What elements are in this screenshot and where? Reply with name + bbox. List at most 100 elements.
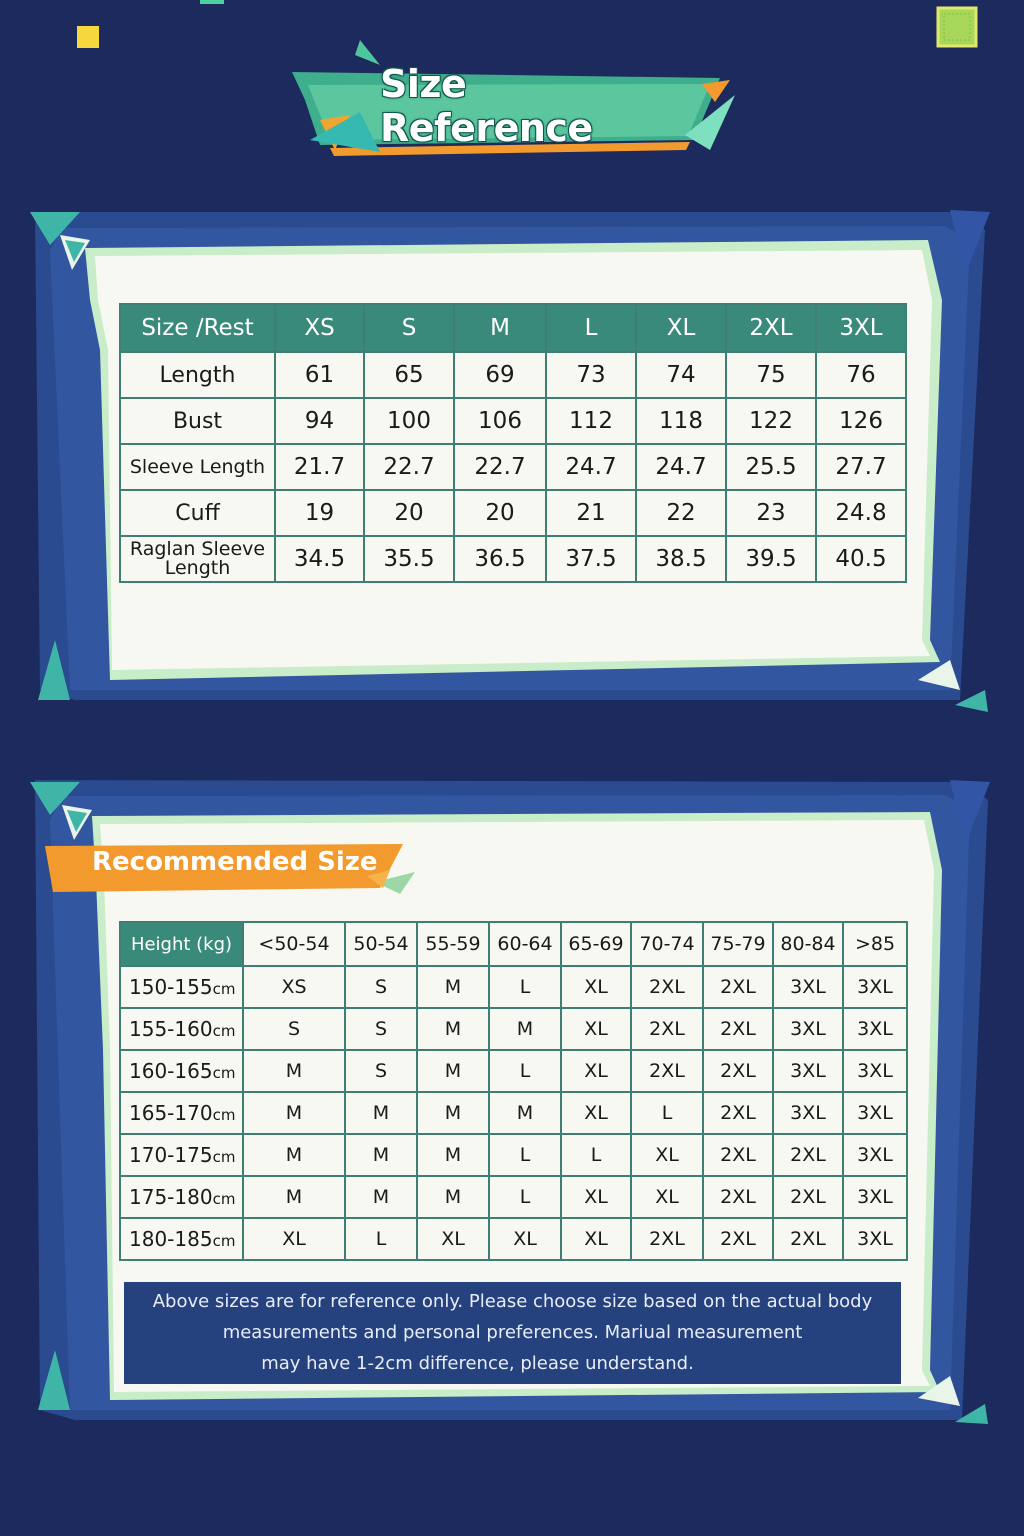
corner-header: Height (kg): [119, 921, 244, 967]
table-cell: S: [344, 1049, 418, 1093]
table-cell: L: [488, 1175, 562, 1219]
table-cell: 3XL: [842, 1049, 908, 1093]
table-cell: 3XL: [842, 1091, 908, 1135]
table-cell: XL: [560, 1091, 632, 1135]
weight-header-cell: 65-69: [560, 921, 632, 967]
table-row: Sleeve Length 21.7 22.7 22.7 24.7 24.7 2…: [119, 443, 907, 491]
row-label: Sleeve Length: [119, 443, 276, 491]
weight-header-cell: 60-64: [488, 921, 562, 967]
table-row: 170-175cm M M M L L XL 2XL 2XL 3XL: [119, 1133, 908, 1177]
table-cell: 35.5: [363, 535, 455, 583]
table-cell: 2XL: [702, 965, 774, 1009]
size-header-cell: 3XL: [815, 303, 907, 353]
height-unit: cm: [212, 1148, 236, 1166]
table-cell: 36.5: [453, 535, 547, 583]
table-cell: 3XL: [842, 1007, 908, 1051]
table-cell: 27.7: [815, 443, 907, 491]
table-cell: 2XL: [702, 1217, 774, 1261]
table-cell: S: [344, 1007, 418, 1051]
row-label: Bust: [119, 397, 276, 445]
table-cell: L: [560, 1133, 632, 1177]
table-cell: 2XL: [772, 1175, 844, 1219]
height-value: 155-160: [129, 1017, 213, 1041]
height-unit: cm: [212, 1232, 236, 1250]
table-cell: 65: [363, 351, 455, 399]
height-value: 175-180: [129, 1185, 213, 1209]
table-cell: 21: [545, 489, 637, 537]
table-cell: M: [416, 965, 490, 1009]
height-cell: 160-165cm: [119, 1049, 244, 1093]
height-unit: cm: [212, 1064, 236, 1082]
note-line: measurements and personal preferences. M…: [222, 1322, 803, 1343]
table-row: 150-155cm XS S M L XL 2XL 2XL 3XL 3XL: [119, 965, 908, 1009]
table-cell: XL: [560, 965, 632, 1009]
table-row: 155-160cm S S M M XL 2XL 2XL 3XL 3XL: [119, 1007, 908, 1051]
table-cell: 2XL: [772, 1133, 844, 1177]
table-cell: XL: [630, 1133, 704, 1177]
table-cell: 20: [453, 489, 547, 537]
size-reference-table: Size /Rest XS S M L XL 2XL 3XL Length 61…: [119, 303, 907, 583]
page-title: Size Reference: [380, 62, 593, 150]
row-label-line: Raglan Sleeve: [129, 538, 266, 560]
weight-header-row: Height (kg) <50-54 50-54 55-59 60-64 65-…: [119, 921, 908, 967]
table-cell: M: [488, 1091, 562, 1135]
table-cell: 2XL: [772, 1217, 844, 1261]
table-cell: 39.5: [725, 535, 817, 583]
table-cell: L: [344, 1217, 418, 1261]
size-header-cell: 2XL: [725, 303, 817, 353]
table-row: Bust 94 100 106 112 118 122 126: [119, 397, 907, 445]
table-cell: 69: [453, 351, 547, 399]
row-label: Cuff: [119, 489, 276, 537]
table-cell: M: [416, 1091, 490, 1135]
weight-header-cell: 50-54: [344, 921, 418, 967]
height-unit: cm: [212, 1106, 236, 1124]
table-cell: L: [488, 965, 562, 1009]
height-cell: 155-160cm: [119, 1007, 244, 1051]
table-cell: 20: [363, 489, 455, 537]
table-cell: M: [344, 1133, 418, 1177]
table-cell: 24.8: [815, 489, 907, 537]
table-cell: 3XL: [772, 1007, 844, 1051]
weight-header-cell: 70-74: [630, 921, 704, 967]
height-unit: cm: [212, 1022, 236, 1040]
row-label-line: Length: [164, 557, 231, 579]
size-header-row: Size /Rest XS S M L XL 2XL 3XL: [119, 303, 907, 353]
table-cell: 40.5: [815, 535, 907, 583]
table-cell: XL: [630, 1175, 704, 1219]
table-cell: XL: [242, 1217, 346, 1261]
table-row: 165-170cm M M M M XL L 2XL 3XL 3XL: [119, 1091, 908, 1135]
table-cell: 2XL: [702, 1091, 774, 1135]
height-value: 160-165: [129, 1059, 213, 1083]
weight-header-cell: 80-84: [772, 921, 844, 967]
table-cell: M: [488, 1007, 562, 1051]
height-unit: cm: [212, 1190, 236, 1208]
table-cell: 3XL: [842, 1175, 908, 1219]
table-cell: 2XL: [702, 1175, 774, 1219]
table-cell: 94: [274, 397, 365, 445]
table-cell: 22: [635, 489, 727, 537]
table-cell: M: [242, 1091, 346, 1135]
table-cell: 76: [815, 351, 907, 399]
table-cell: 22.7: [453, 443, 547, 491]
table-cell: XL: [560, 1049, 632, 1093]
row-label: Length: [119, 351, 276, 399]
table-cell: 75: [725, 351, 817, 399]
table-cell: M: [416, 1133, 490, 1177]
table-cell: 38.5: [635, 535, 727, 583]
table-row: 175-180cm M M M L XL XL 2XL 2XL 3XL: [119, 1175, 908, 1219]
height-cell: 150-155cm: [119, 965, 244, 1009]
table-cell: M: [416, 1007, 490, 1051]
table-cell: 2XL: [630, 965, 704, 1009]
table-cell: 22.7: [363, 443, 455, 491]
table-cell: L: [630, 1091, 704, 1135]
table-cell: 3XL: [842, 1133, 908, 1177]
size-header-cell: XS: [274, 303, 365, 353]
height-value: 150-155: [129, 975, 213, 999]
height-value: 170-175: [129, 1143, 213, 1167]
table-cell: 112: [545, 397, 637, 445]
table-cell: 2XL: [702, 1133, 774, 1177]
table-cell: 2XL: [630, 1217, 704, 1261]
height-cell: 165-170cm: [119, 1091, 244, 1135]
note-box: [124, 1282, 901, 1384]
